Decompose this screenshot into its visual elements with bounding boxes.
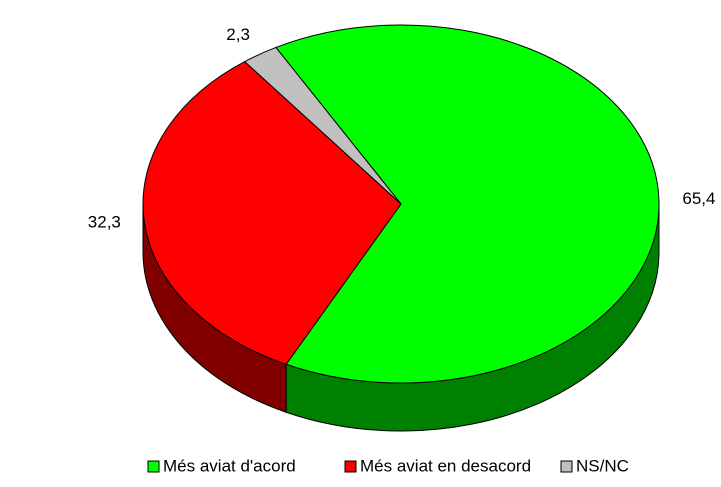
legend-swatch <box>344 460 357 473</box>
data-label: 2,3 <box>226 25 250 44</box>
legend-label: NS/NC <box>576 456 629 475</box>
legend-swatch <box>147 460 160 473</box>
slice <box>275 24 660 384</box>
legend-swatch <box>560 460 573 473</box>
data-label: 32,3 <box>88 212 121 231</box>
slice <box>142 60 402 365</box>
slice <box>243 46 402 205</box>
legend-label: Més aviat d'acord <box>163 456 296 475</box>
legend-label: Més aviat en desacord <box>360 456 531 475</box>
data-label: 65,4 <box>682 189 715 208</box>
